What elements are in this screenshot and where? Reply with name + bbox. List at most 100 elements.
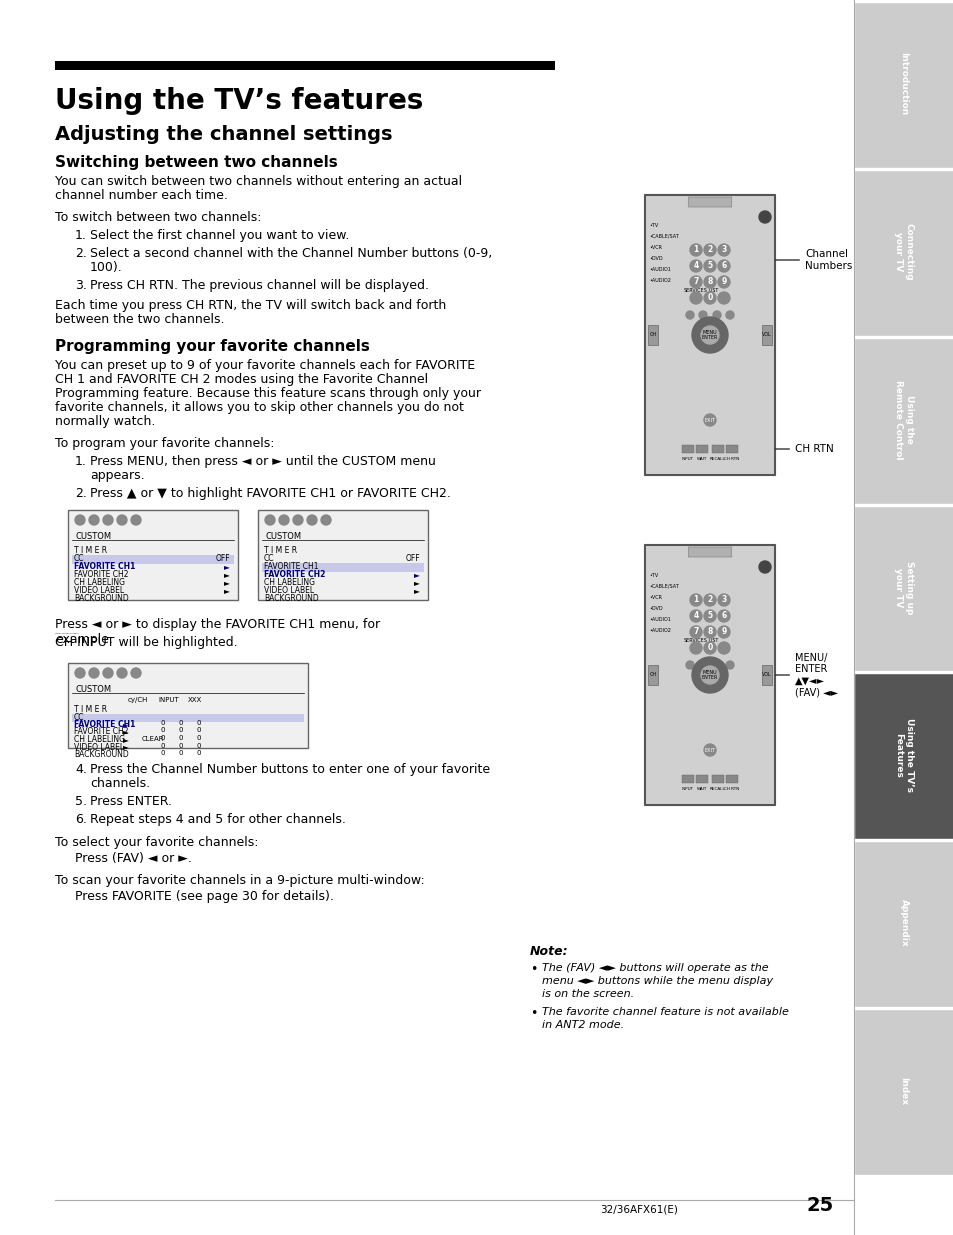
Circle shape xyxy=(700,666,719,684)
Circle shape xyxy=(689,594,701,606)
Circle shape xyxy=(703,743,716,756)
Text: 0: 0 xyxy=(196,727,201,734)
Text: Press the Channel Number buttons to enter one of your favorite: Press the Channel Number buttons to ente… xyxy=(90,763,490,776)
Bar xyxy=(725,776,738,783)
Circle shape xyxy=(699,311,706,319)
Text: 0: 0 xyxy=(161,727,165,734)
Bar xyxy=(647,664,658,685)
Text: 6: 6 xyxy=(720,262,726,270)
Text: You can switch between two channels without entering an actual: You can switch between two channels with… xyxy=(55,175,461,188)
Text: The favorite channel feature is not available: The favorite channel feature is not avai… xyxy=(541,1007,788,1016)
Text: EXIT: EXIT xyxy=(703,747,715,752)
Text: 5: 5 xyxy=(707,262,712,270)
Circle shape xyxy=(759,561,770,573)
Text: CH LABELING: CH LABELING xyxy=(74,735,125,743)
Text: •AUDIO2: •AUDIO2 xyxy=(648,629,670,634)
Text: MENU
ENTER: MENU ENTER xyxy=(701,669,718,680)
FancyBboxPatch shape xyxy=(644,195,774,475)
Circle shape xyxy=(718,275,729,288)
Circle shape xyxy=(307,515,316,525)
Circle shape xyxy=(703,275,716,288)
Circle shape xyxy=(691,657,727,693)
Bar xyxy=(71,555,233,564)
Text: CLEAR: CLEAR xyxy=(142,736,164,742)
Text: FAVORITE CH2: FAVORITE CH2 xyxy=(74,727,129,736)
Text: SERVICES: SERVICES xyxy=(683,288,707,293)
Text: CH LABELING: CH LABELING xyxy=(74,578,125,587)
Text: T I M E R: T I M E R xyxy=(264,546,296,555)
Text: INPUT: INPUT xyxy=(681,457,694,461)
Text: •VCR: •VCR xyxy=(648,245,661,249)
Text: •AUDIO1: •AUDIO1 xyxy=(648,618,670,622)
Text: VOL: VOL xyxy=(761,673,771,678)
Text: CC: CC xyxy=(74,555,85,563)
Circle shape xyxy=(131,668,141,678)
Text: channel number each time.: channel number each time. xyxy=(55,189,228,203)
Text: FAVORITE CH1: FAVORITE CH1 xyxy=(74,720,135,729)
Text: Press ▲ or ▼ to highlight FAVORITE CH1 or FAVORITE CH2.: Press ▲ or ▼ to highlight FAVORITE CH1 o… xyxy=(90,487,451,500)
Text: Press ◄ or ► to display the FAVORITE CH1 menu, for
example.: Press ◄ or ► to display the FAVORITE CH1… xyxy=(55,618,379,646)
Text: CUSTOM: CUSTOM xyxy=(76,685,112,694)
Text: •TV: •TV xyxy=(648,224,658,228)
Text: normally watch.: normally watch. xyxy=(55,415,155,429)
Text: between the two channels.: between the two channels. xyxy=(55,312,224,326)
Text: Press (FAV) ◄ or ►.: Press (FAV) ◄ or ►. xyxy=(75,852,192,864)
Text: 0: 0 xyxy=(161,735,165,741)
Text: Channel
Numbers: Channel Numbers xyxy=(775,249,851,270)
Text: BACKGROUND: BACKGROUND xyxy=(74,750,129,760)
Text: 4.: 4. xyxy=(75,763,87,776)
Bar xyxy=(262,563,423,572)
Circle shape xyxy=(278,515,289,525)
Text: CH RTN: CH RTN xyxy=(723,457,739,461)
Circle shape xyxy=(117,668,127,678)
Circle shape xyxy=(689,245,701,256)
Circle shape xyxy=(689,261,701,272)
Text: Press MENU, then press ◄ or ► until the CUSTOM menu: Press MENU, then press ◄ or ► until the … xyxy=(90,454,436,468)
Circle shape xyxy=(703,245,716,256)
Bar xyxy=(68,663,308,748)
Text: 0: 0 xyxy=(196,742,201,748)
Bar xyxy=(853,1009,953,1174)
Text: 0: 0 xyxy=(178,735,183,741)
Bar xyxy=(696,445,707,453)
Text: •AUDIO2: •AUDIO2 xyxy=(648,278,670,283)
FancyBboxPatch shape xyxy=(688,198,731,207)
Text: 1.: 1. xyxy=(75,228,87,242)
Text: To program your favorite channels:: To program your favorite channels: xyxy=(55,437,274,450)
Text: 0: 0 xyxy=(178,742,183,748)
Circle shape xyxy=(691,317,727,353)
Text: CH RTN: CH RTN xyxy=(723,787,739,790)
Text: •CABLE/SAT: •CABLE/SAT xyxy=(648,233,678,240)
Circle shape xyxy=(699,661,706,669)
Text: ►: ► xyxy=(224,578,230,587)
Text: 0: 0 xyxy=(196,750,201,756)
Text: Select a second channel with the Channel Number buttons (0-9,: Select a second channel with the Channel… xyxy=(90,247,492,261)
Text: FAVORITE CH1: FAVORITE CH1 xyxy=(74,562,135,571)
Bar xyxy=(853,337,953,504)
Text: Select the first channel you want to view.: Select the first channel you want to vie… xyxy=(90,228,349,242)
Bar xyxy=(68,510,237,600)
Text: OFF: OFF xyxy=(215,555,230,563)
Text: To switch between two channels:: To switch between two channels: xyxy=(55,211,261,224)
Circle shape xyxy=(703,642,716,655)
Text: XXX: XXX xyxy=(188,697,202,703)
Circle shape xyxy=(685,661,693,669)
Text: 0: 0 xyxy=(178,727,183,734)
Circle shape xyxy=(718,594,729,606)
Circle shape xyxy=(718,610,729,622)
Text: CC: CC xyxy=(264,555,274,563)
Circle shape xyxy=(265,515,274,525)
Text: CUSTOM: CUSTOM xyxy=(76,532,112,541)
Text: 1.: 1. xyxy=(75,454,87,468)
Text: Using the TV’s features: Using the TV’s features xyxy=(55,86,423,115)
Text: 6.: 6. xyxy=(75,813,87,826)
Bar xyxy=(853,2,953,168)
Text: 0: 0 xyxy=(196,720,201,726)
Text: 0: 0 xyxy=(178,720,183,726)
Text: To scan your favorite channels in a 9-picture multi-window:: To scan your favorite channels in a 9-pi… xyxy=(55,874,424,887)
Text: T I M E R: T I M E R xyxy=(74,546,107,555)
Text: ►: ► xyxy=(224,562,230,571)
Text: •DVD: •DVD xyxy=(648,256,662,261)
Circle shape xyxy=(293,515,303,525)
Circle shape xyxy=(703,594,716,606)
